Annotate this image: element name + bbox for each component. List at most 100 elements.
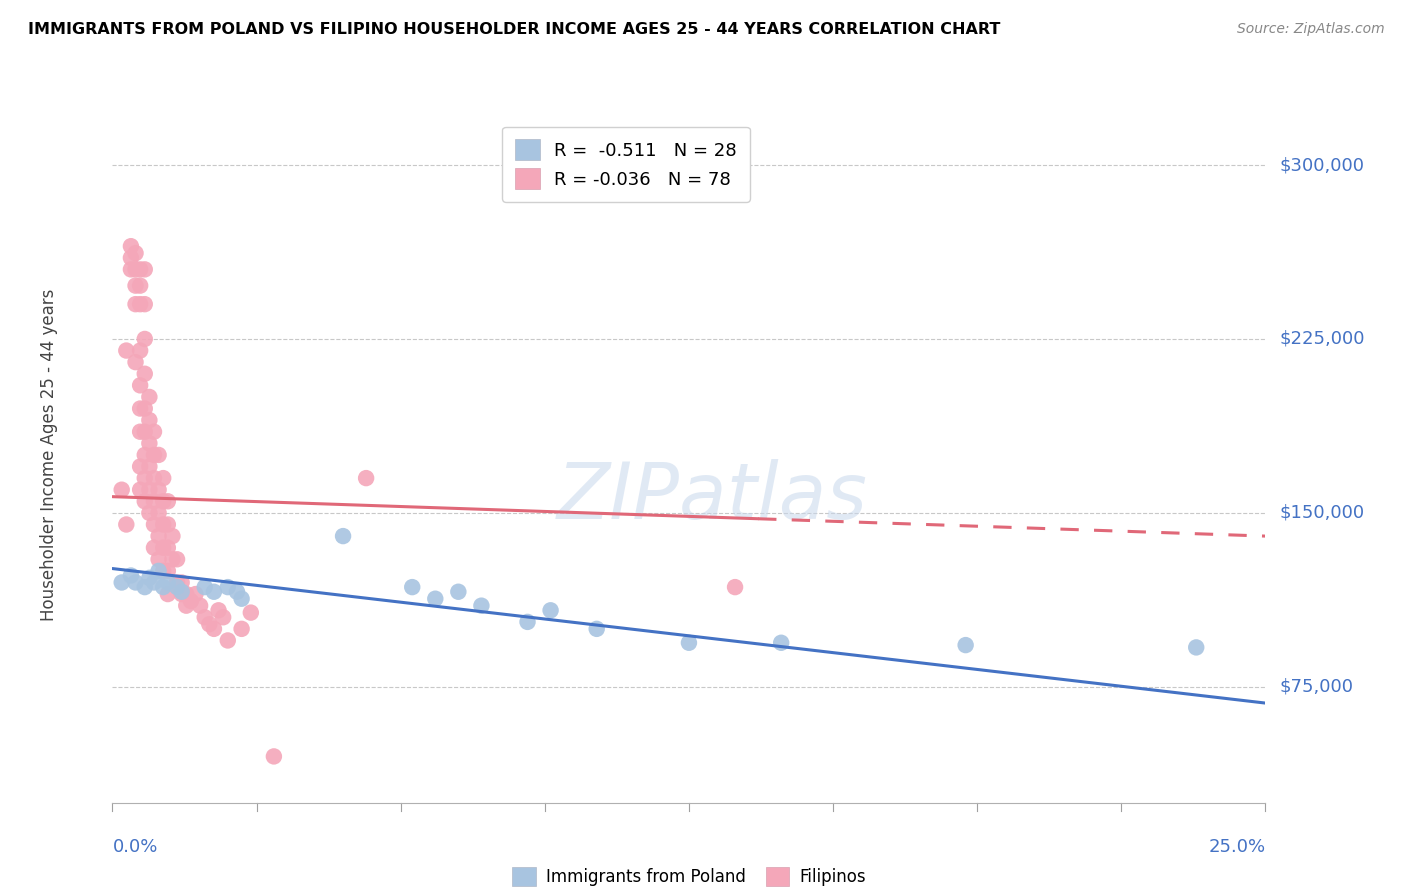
Point (470, 599, 492, 613)
Point (152, 541, 174, 555)
Point (152, 517, 174, 532)
Point (226, 584, 249, 599)
Point (170, 584, 193, 599)
Point (138, 390, 160, 404)
Text: IMMIGRANTS FROM POLAND VS FILIPINO HOUSEHOLDER INCOME AGES 25 - 44 YEARS CORRELA: IMMIGRANTS FROM POLAND VS FILIPINO HOUSE… (28, 22, 1001, 37)
Point (231, 622, 253, 636)
Point (138, 506, 160, 520)
Point (143, 471, 166, 485)
Point (162, 552, 184, 566)
Point (540, 603, 562, 617)
Point (115, 343, 138, 358)
Point (152, 494, 174, 508)
Point (124, 575, 146, 590)
Text: 25.0%: 25.0% (1208, 838, 1265, 855)
Point (134, 297, 156, 311)
Point (129, 297, 152, 311)
Point (134, 367, 156, 381)
Point (111, 575, 134, 590)
Point (152, 564, 174, 578)
Point (129, 483, 152, 497)
Point (401, 580, 423, 594)
Point (217, 633, 239, 648)
Point (1185, 640, 1208, 655)
Point (120, 251, 142, 265)
Text: Householder Income Ages 25 - 44 years: Householder Income Ages 25 - 44 years (39, 289, 58, 621)
Point (166, 580, 188, 594)
Point (194, 610, 217, 624)
Point (239, 606, 262, 620)
Point (134, 448, 156, 462)
Text: 0.0%: 0.0% (112, 838, 157, 855)
Point (724, 580, 747, 594)
Point (124, 355, 146, 369)
Text: $150,000: $150,000 (1279, 504, 1364, 522)
Point (170, 587, 193, 601)
Point (174, 599, 197, 613)
Point (516, 615, 538, 629)
Point (129, 378, 152, 392)
Point (134, 332, 156, 346)
Point (148, 506, 170, 520)
Point (212, 610, 235, 624)
Point (138, 413, 160, 427)
Point (166, 552, 188, 566)
Point (134, 401, 156, 416)
Point (134, 262, 156, 277)
Point (124, 262, 146, 277)
Point (217, 580, 239, 594)
Point (231, 591, 253, 606)
Point (138, 436, 160, 450)
Point (174, 587, 197, 601)
Point (194, 580, 217, 594)
Point (170, 575, 193, 590)
Point (134, 425, 156, 439)
Point (129, 343, 152, 358)
Point (120, 262, 142, 277)
Point (148, 564, 170, 578)
Point (770, 636, 793, 650)
Point (156, 541, 179, 555)
Point (184, 587, 207, 601)
Point (152, 580, 174, 594)
Point (166, 575, 188, 590)
Point (156, 575, 179, 590)
Point (585, 622, 607, 636)
Point (425, 591, 447, 606)
Point (148, 483, 170, 497)
Point (124, 278, 146, 293)
Point (263, 749, 285, 764)
Point (207, 603, 229, 617)
Point (138, 571, 160, 585)
Point (332, 529, 354, 543)
Point (129, 425, 152, 439)
Point (148, 529, 170, 543)
Point (143, 425, 166, 439)
Point (124, 246, 146, 260)
Point (447, 584, 470, 599)
Point (202, 622, 225, 636)
Point (143, 448, 166, 462)
Point (129, 459, 152, 474)
Point (180, 594, 202, 608)
Point (129, 401, 152, 416)
Point (156, 587, 179, 601)
Text: $300,000: $300,000 (1279, 156, 1364, 174)
Text: Source: ZipAtlas.com: Source: ZipAtlas.com (1237, 22, 1385, 37)
Point (143, 541, 166, 555)
Point (129, 278, 152, 293)
Point (138, 483, 160, 497)
Point (162, 529, 184, 543)
Text: $225,000: $225,000 (1279, 330, 1365, 348)
Point (354, 471, 377, 485)
Point (143, 575, 166, 590)
Point (143, 517, 166, 532)
Point (156, 564, 179, 578)
Point (124, 297, 146, 311)
Point (198, 617, 221, 632)
Point (148, 552, 170, 566)
Point (120, 239, 142, 253)
Text: ZIPatlas: ZIPatlas (557, 458, 868, 534)
Point (202, 584, 225, 599)
Point (120, 568, 142, 582)
